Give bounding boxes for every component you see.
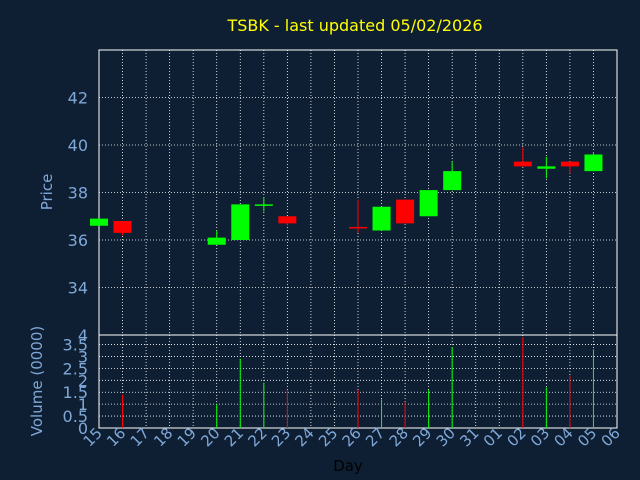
candle-body (443, 171, 462, 191)
candle-body (560, 161, 579, 167)
x-axis-label: Day (333, 457, 363, 475)
volume-tick-label: 0.5 (63, 407, 88, 426)
price-tick-label: 42 (68, 89, 88, 108)
volume-tick-label: 1 (78, 395, 88, 414)
candle-body (278, 216, 297, 224)
candle-body (372, 206, 391, 231)
volume-tick-label: 4 (78, 326, 88, 345)
candle-body (90, 218, 108, 226)
volume-tick-label: 1.5 (63, 383, 88, 402)
chart-title: TSBK - last updated 05/02/2026 (226, 16, 482, 35)
candle-body (207, 237, 226, 245)
volume-axis-label: Volume (0000) (28, 326, 46, 436)
price-axis-label: Price (38, 174, 56, 211)
volume-tick-label: 2 (78, 371, 88, 390)
volume-tick-label: 3.5 (63, 336, 88, 355)
candle-body (537, 166, 556, 169)
volume-tick-label: 3 (78, 347, 88, 366)
volume-tick-label: 0 (78, 419, 88, 438)
price-tick-label: 40 (68, 136, 88, 155)
candle-body (419, 190, 438, 217)
price-tick-label: 34 (68, 279, 88, 298)
candle-body (349, 226, 367, 229)
price-tick-label: 38 (68, 184, 88, 203)
volume-tick-label: 2.5 (63, 359, 88, 378)
candle-body (254, 204, 273, 206)
price-tick-label: 36 (68, 231, 88, 250)
candle-body (513, 161, 532, 167)
candle-body (231, 204, 250, 240)
candle-body (584, 154, 603, 172)
candle-body (113, 221, 132, 233)
candle-body (396, 199, 415, 224)
